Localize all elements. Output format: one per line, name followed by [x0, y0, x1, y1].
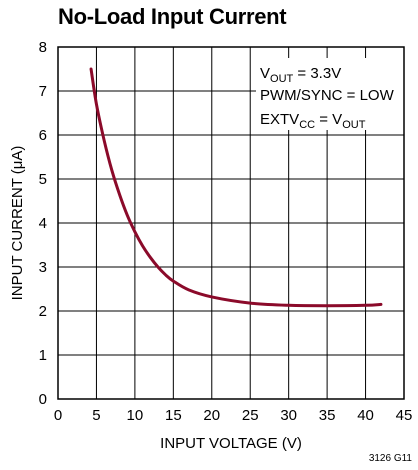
- x-tick-label: 30: [280, 407, 297, 424]
- x-axis-label: INPUT VOLTAGE (V): [160, 435, 302, 452]
- chart-title: No-Load Input Current: [58, 4, 287, 29]
- x-tick-label: 20: [203, 407, 220, 424]
- y-tick-label: 0: [39, 391, 47, 408]
- x-tick-label: 10: [127, 407, 144, 424]
- x-tick-label: 15: [165, 407, 182, 424]
- series-layer: [89, 67, 383, 308]
- x-tick-label: 35: [319, 407, 336, 424]
- y-tick-label: 6: [39, 127, 47, 144]
- y-tick-label: 3: [39, 259, 47, 276]
- x-tick-label: 5: [92, 407, 100, 424]
- x-tick-label: 25: [242, 407, 259, 424]
- y-tick-label: 1: [39, 347, 47, 364]
- y-tick-label: 4: [39, 215, 47, 232]
- y-axis-label: INPUT CURRENT (μA): [9, 146, 26, 301]
- series-line: [89, 67, 383, 308]
- x-tick-label: 0: [54, 407, 62, 424]
- x-tick-label: 40: [357, 407, 374, 424]
- y-tick-label: 5: [39, 171, 47, 188]
- figure-id: 3126 G11: [368, 453, 412, 464]
- annotation-extvcc: EXTVCC = VOUT: [260, 111, 366, 131]
- plot-frame: [57, 46, 405, 400]
- x-tick-label: 45: [396, 407, 413, 424]
- y-tick-label: 7: [39, 83, 47, 100]
- y-tick-label: 2: [39, 303, 47, 320]
- annotation-box: [256, 58, 404, 130]
- y-tick-label: 8: [39, 39, 47, 56]
- annotation-pwm-sync: PWM/SYNC = LOW: [260, 87, 395, 104]
